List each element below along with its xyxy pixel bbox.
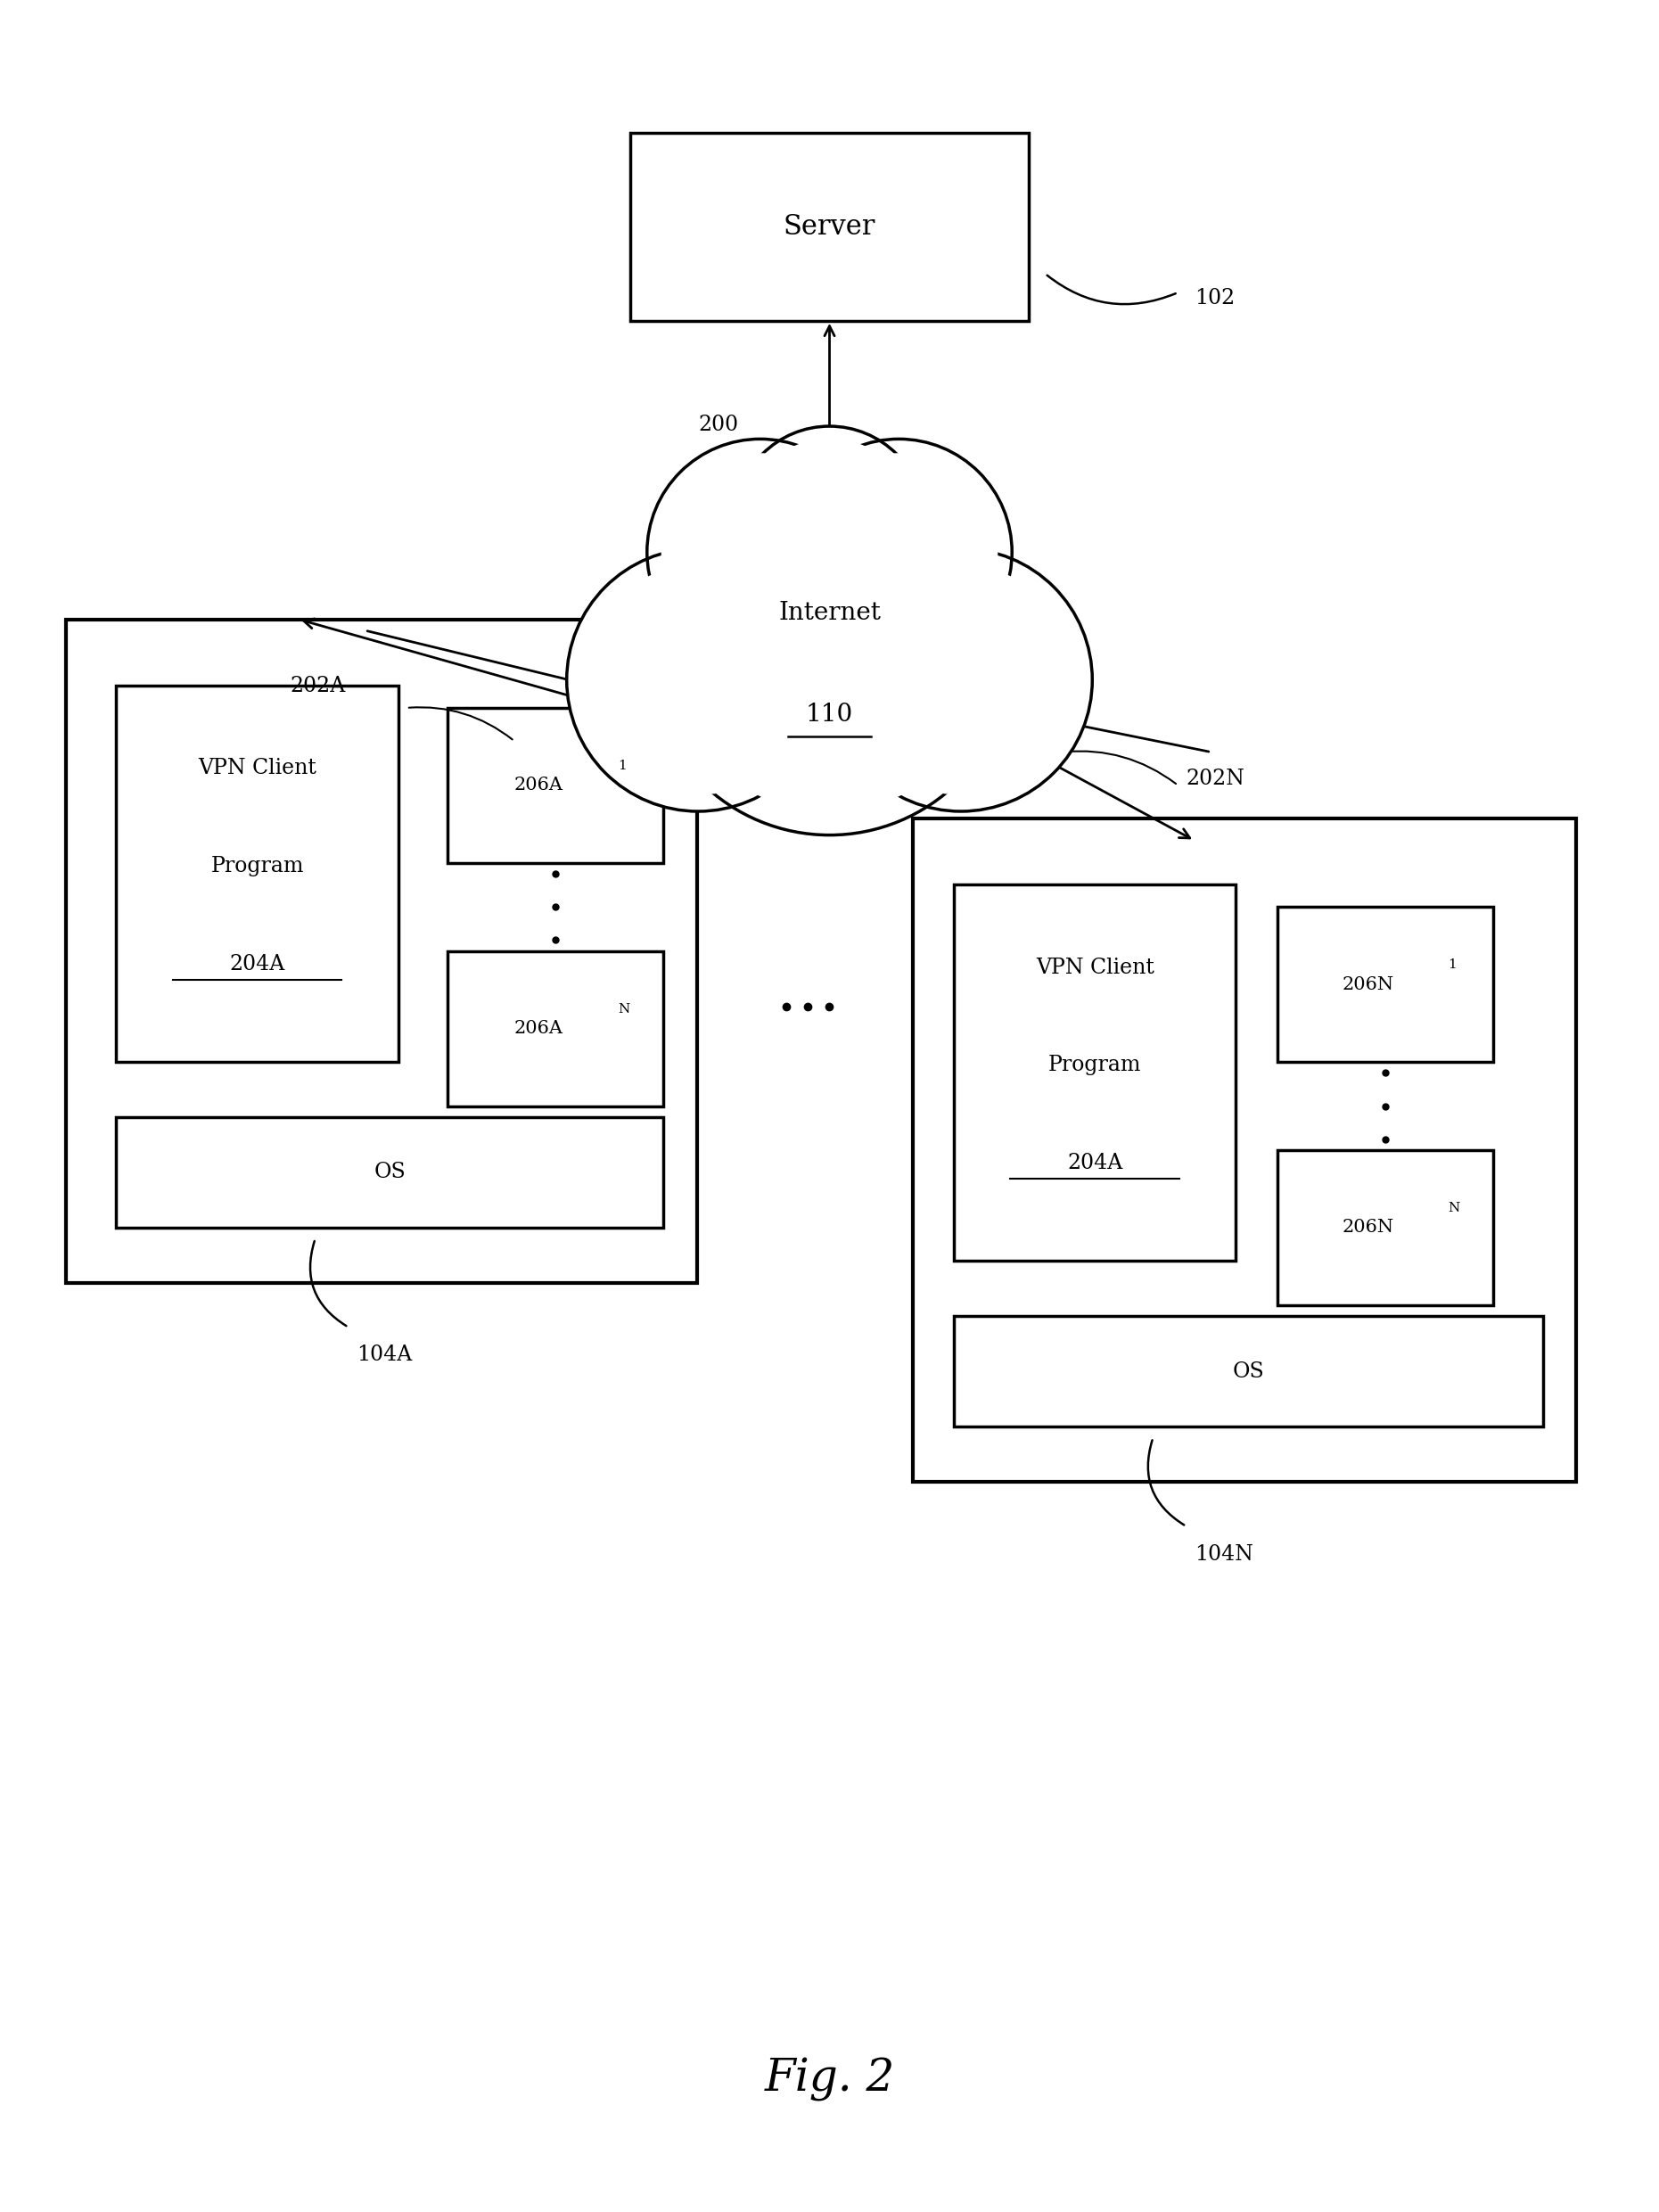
Ellipse shape	[846, 564, 1075, 794]
Ellipse shape	[670, 493, 989, 812]
Ellipse shape	[747, 438, 912, 604]
Text: 110: 110	[806, 703, 853, 726]
Text: VPN Client: VPN Client	[197, 759, 317, 779]
Text: 206N: 206N	[1342, 1219, 1394, 1237]
FancyBboxPatch shape	[448, 951, 664, 1106]
Text: 1: 1	[619, 759, 627, 772]
FancyBboxPatch shape	[912, 818, 1576, 1482]
Text: 206A: 206A	[514, 1020, 562, 1037]
Ellipse shape	[584, 564, 813, 794]
Text: Server: Server	[783, 212, 876, 241]
FancyBboxPatch shape	[630, 133, 1029, 321]
Text: Program: Program	[211, 856, 304, 876]
FancyBboxPatch shape	[116, 1117, 664, 1228]
FancyBboxPatch shape	[1277, 1150, 1493, 1305]
Ellipse shape	[735, 427, 924, 615]
Text: 206N: 206N	[1342, 975, 1394, 993]
FancyBboxPatch shape	[954, 885, 1236, 1261]
Text: 1: 1	[1448, 958, 1457, 971]
Text: Internet: Internet	[778, 602, 881, 624]
Text: 204A: 204A	[1067, 1152, 1123, 1172]
FancyBboxPatch shape	[116, 686, 398, 1062]
Text: 104N: 104N	[1194, 1544, 1253, 1564]
Text: 102: 102	[1194, 288, 1234, 307]
Ellipse shape	[830, 549, 1092, 812]
Text: 200: 200	[698, 414, 738, 436]
FancyBboxPatch shape	[66, 619, 697, 1283]
Ellipse shape	[786, 438, 1012, 666]
Ellipse shape	[647, 438, 873, 666]
Ellipse shape	[800, 453, 997, 650]
Text: 204A: 204A	[229, 953, 285, 973]
Text: OS: OS	[1233, 1360, 1264, 1382]
Ellipse shape	[647, 469, 1012, 836]
Text: VPN Client: VPN Client	[1035, 958, 1155, 978]
FancyBboxPatch shape	[448, 708, 664, 863]
FancyBboxPatch shape	[1277, 907, 1493, 1062]
Ellipse shape	[662, 453, 859, 650]
Ellipse shape	[567, 549, 830, 812]
FancyBboxPatch shape	[954, 1316, 1543, 1427]
Text: OS: OS	[373, 1161, 406, 1183]
Text: N: N	[619, 1002, 630, 1015]
Text: 206A: 206A	[514, 776, 562, 794]
Text: N: N	[1448, 1201, 1460, 1214]
Text: Fig. 2: Fig. 2	[765, 2057, 894, 2101]
Text: 202N: 202N	[1186, 768, 1244, 790]
Text: 202A: 202A	[290, 675, 345, 697]
Text: Program: Program	[1048, 1055, 1141, 1075]
Text: 104A: 104A	[357, 1345, 411, 1365]
